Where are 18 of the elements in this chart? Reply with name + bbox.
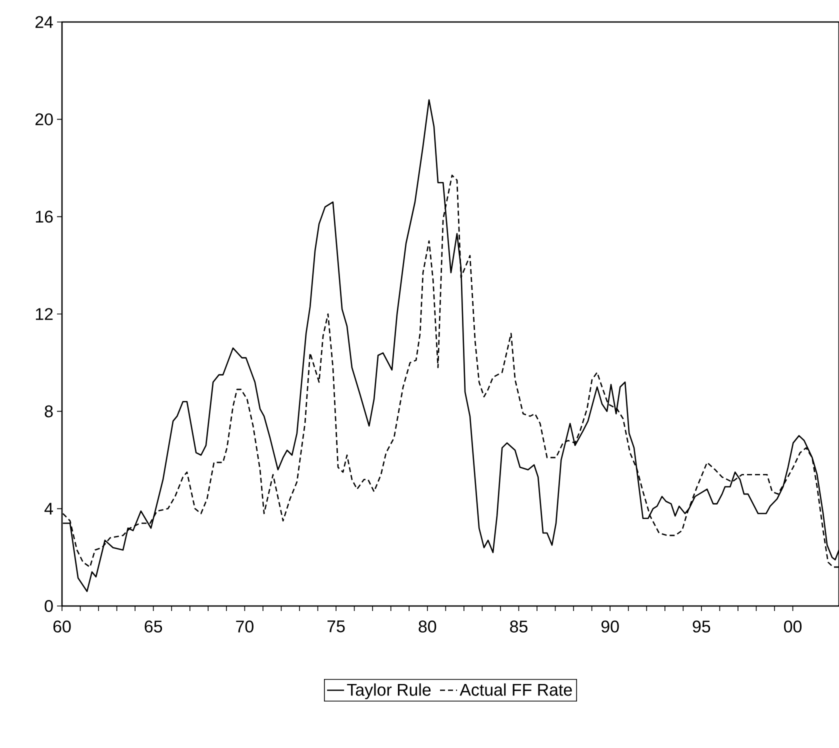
x-tick-label: 65 xyxy=(144,620,162,633)
x-tick-label: 85 xyxy=(510,620,528,633)
y-tick-label: 16 xyxy=(36,210,53,223)
y-tick-label: 12 xyxy=(36,308,53,320)
x-tick-label: 60 xyxy=(53,620,71,633)
x-tick-label: 75 xyxy=(328,620,345,632)
y-tick-label: 4 xyxy=(44,502,53,514)
x-tick-label: 95 xyxy=(692,620,710,633)
y-tick-label: 0 xyxy=(44,600,53,612)
x-tick-label: 80 xyxy=(418,620,436,633)
y-tick-label: 8 xyxy=(44,405,53,418)
y-tick-label: 20 xyxy=(36,113,53,126)
legend-label: Actual FF Rate xyxy=(460,683,572,696)
y-tick-label: 24 xyxy=(36,16,53,28)
x-tick-label: 00 xyxy=(784,620,802,633)
x-tick-label: 90 xyxy=(601,620,619,633)
legend-label: Taylor Rule xyxy=(347,683,431,700)
x-tick-label: 70 xyxy=(236,620,254,633)
